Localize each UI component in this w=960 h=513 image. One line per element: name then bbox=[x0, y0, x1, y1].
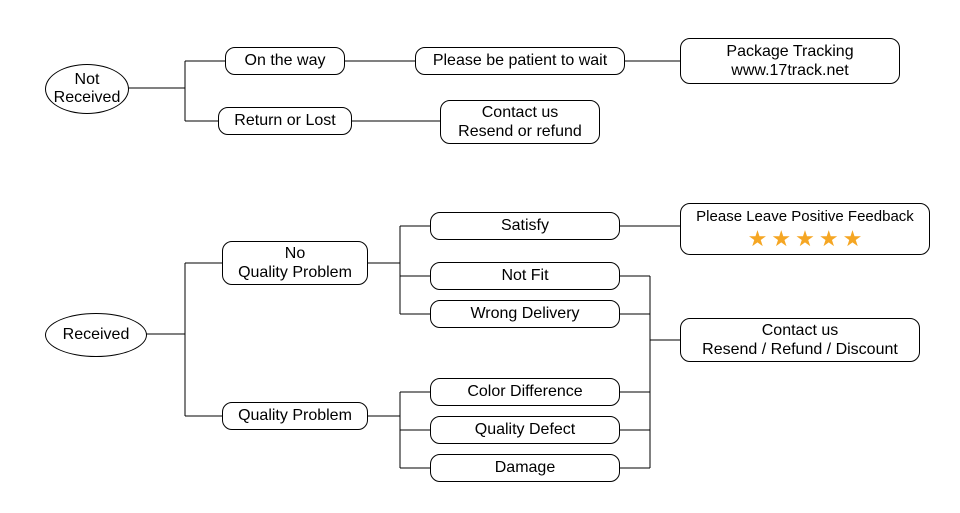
node-positive-feedback: Please Leave Positive Feedback ★ ★ ★ ★ ★ bbox=[680, 203, 930, 255]
node-label: Contact us Resend or refund bbox=[458, 103, 582, 141]
node-wrong-delivery: Wrong Delivery bbox=[430, 300, 620, 328]
node-not-received: Not Received bbox=[45, 64, 129, 114]
node-satisfy: Satisfy bbox=[430, 212, 620, 240]
node-label: Not Received bbox=[54, 71, 121, 108]
node-damage: Damage bbox=[430, 454, 620, 482]
node-label: Contact us Resend / Refund / Discount bbox=[702, 321, 898, 359]
node-package-tracking: Package Tracking www.17track.net bbox=[680, 38, 900, 84]
star-icon: ★ bbox=[748, 228, 768, 250]
node-contact-discount: Contact us Resend / Refund / Discount bbox=[680, 318, 920, 362]
node-label: Damage bbox=[495, 458, 555, 477]
node-not-fit: Not Fit bbox=[430, 262, 620, 290]
five-star-icon: ★ ★ ★ ★ ★ bbox=[696, 228, 914, 250]
node-label: Quality Problem bbox=[238, 406, 352, 425]
star-icon: ★ bbox=[795, 228, 815, 250]
node-label: Please be patient to wait bbox=[433, 51, 607, 70]
node-on-the-way: On the way bbox=[225, 47, 345, 75]
node-label: Return or Lost bbox=[234, 111, 335, 130]
node-please-wait: Please be patient to wait bbox=[415, 47, 625, 75]
node-label: Package Tracking www.17track.net bbox=[726, 42, 853, 80]
node-label: Quality Defect bbox=[475, 420, 575, 439]
node-label: On the way bbox=[245, 51, 326, 70]
star-icon: ★ bbox=[843, 228, 863, 250]
node-label: Please Leave Positive Feedback ★ ★ ★ ★ ★ bbox=[696, 208, 914, 250]
node-color-difference: Color Difference bbox=[430, 378, 620, 406]
node-label: Satisfy bbox=[501, 216, 549, 235]
star-icon: ★ bbox=[819, 228, 839, 250]
node-label: No Quality Problem bbox=[238, 244, 352, 282]
flowchart-canvas: Not Received On the way Please be patien… bbox=[0, 0, 960, 513]
node-received: Received bbox=[45, 313, 147, 357]
node-label: Received bbox=[63, 326, 130, 344]
node-label: Not Fit bbox=[501, 266, 548, 285]
node-contact-resend-refund: Contact us Resend or refund bbox=[440, 100, 600, 144]
star-icon: ★ bbox=[771, 228, 791, 250]
node-quality-defect: Quality Defect bbox=[430, 416, 620, 444]
node-return-lost: Return or Lost bbox=[218, 107, 352, 135]
node-quality-problem: Quality Problem bbox=[222, 402, 368, 430]
node-no-quality-problem: No Quality Problem bbox=[222, 241, 368, 285]
node-label: Color Difference bbox=[467, 382, 582, 401]
node-label: Wrong Delivery bbox=[470, 304, 579, 323]
